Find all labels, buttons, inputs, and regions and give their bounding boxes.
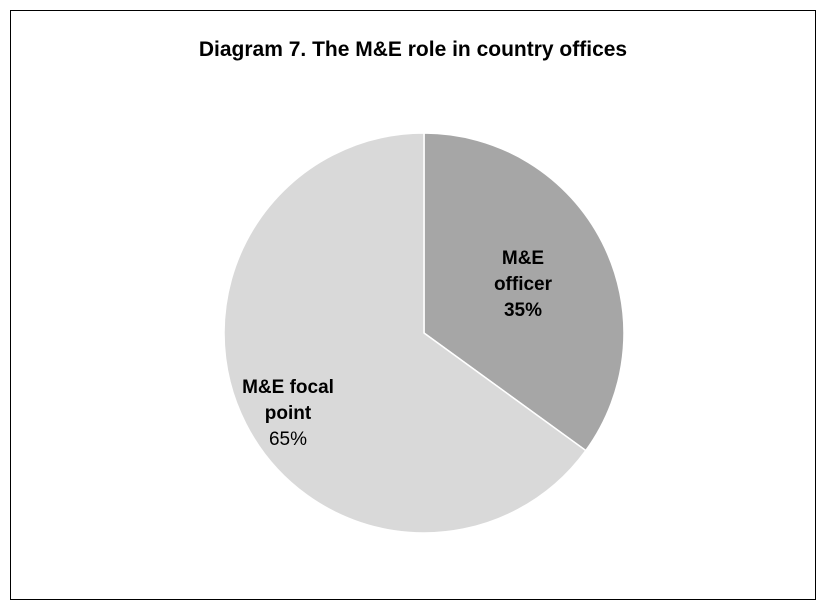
slice-1-name-label: point xyxy=(265,403,312,424)
slice-0-name-label: M&E xyxy=(502,248,544,269)
pie-labels: M&E officer 35% M&E focal point 65% xyxy=(242,248,553,450)
slice-1-name-label: M&E focal xyxy=(242,377,334,398)
slice-0-name-label: officer xyxy=(494,274,553,295)
pie-slices xyxy=(223,132,625,534)
slice-0-value-label: 35% xyxy=(504,300,542,321)
pie-slice-1 xyxy=(223,132,587,534)
slice-1-value-label: 65% xyxy=(269,429,307,450)
chart-title: Diagram 7. The M&E role in country offic… xyxy=(198,38,628,61)
pie-slice-0 xyxy=(423,132,625,452)
